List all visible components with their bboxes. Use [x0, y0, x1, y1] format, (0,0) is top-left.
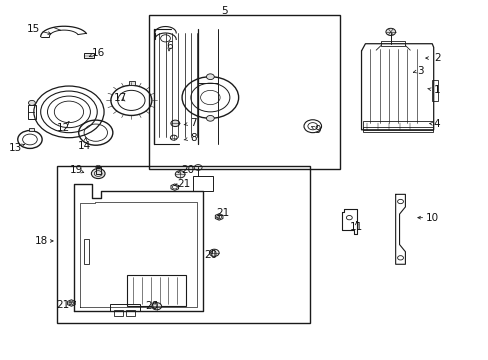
Bar — [362, 127, 432, 132]
Text: 10: 10 — [425, 213, 438, 222]
Circle shape — [206, 116, 214, 121]
Bar — [110, 304, 140, 311]
Text: 14: 14 — [78, 141, 91, 151]
Bar — [83, 53, 94, 58]
Text: 18: 18 — [35, 236, 48, 246]
Text: 17: 17 — [113, 93, 126, 103]
Text: 21: 21 — [56, 300, 69, 310]
Text: 15: 15 — [27, 24, 41, 35]
Bar — [83, 239, 89, 264]
Text: 2: 2 — [433, 53, 440, 63]
Bar — [129, 81, 135, 85]
Text: 20: 20 — [181, 165, 194, 175]
Bar — [96, 167, 101, 174]
Circle shape — [385, 28, 395, 36]
Text: 19: 19 — [70, 165, 83, 175]
Bar — [57, 166, 310, 323]
Text: 8: 8 — [190, 133, 196, 143]
Text: 4: 4 — [433, 120, 440, 129]
Text: 11: 11 — [349, 222, 363, 231]
Circle shape — [28, 100, 35, 105]
Circle shape — [91, 168, 105, 179]
Bar — [127, 275, 185, 306]
Text: 21: 21 — [216, 208, 229, 218]
Text: 16: 16 — [91, 48, 104, 58]
Text: 9: 9 — [314, 125, 320, 135]
Circle shape — [152, 303, 161, 310]
Text: 3: 3 — [416, 66, 423, 76]
Bar — [380, 41, 405, 45]
Text: 13: 13 — [9, 143, 22, 153]
Text: 20: 20 — [203, 250, 217, 260]
Text: 20: 20 — [145, 301, 158, 311]
Bar — [114, 310, 122, 316]
Circle shape — [206, 74, 214, 80]
Bar — [27, 105, 36, 119]
Bar — [149, 15, 339, 169]
Bar — [431, 80, 437, 101]
Circle shape — [209, 249, 219, 256]
Text: 7: 7 — [190, 118, 196, 128]
Text: 5: 5 — [221, 6, 228, 17]
Circle shape — [170, 120, 179, 127]
Text: 21: 21 — [177, 179, 190, 189]
Text: 6: 6 — [166, 41, 172, 50]
Bar — [193, 176, 212, 191]
Text: 12: 12 — [57, 123, 70, 133]
Bar — [29, 128, 34, 131]
Circle shape — [175, 171, 184, 178]
Bar — [362, 121, 432, 130]
Bar — [126, 310, 135, 316]
Text: 1: 1 — [433, 85, 440, 95]
